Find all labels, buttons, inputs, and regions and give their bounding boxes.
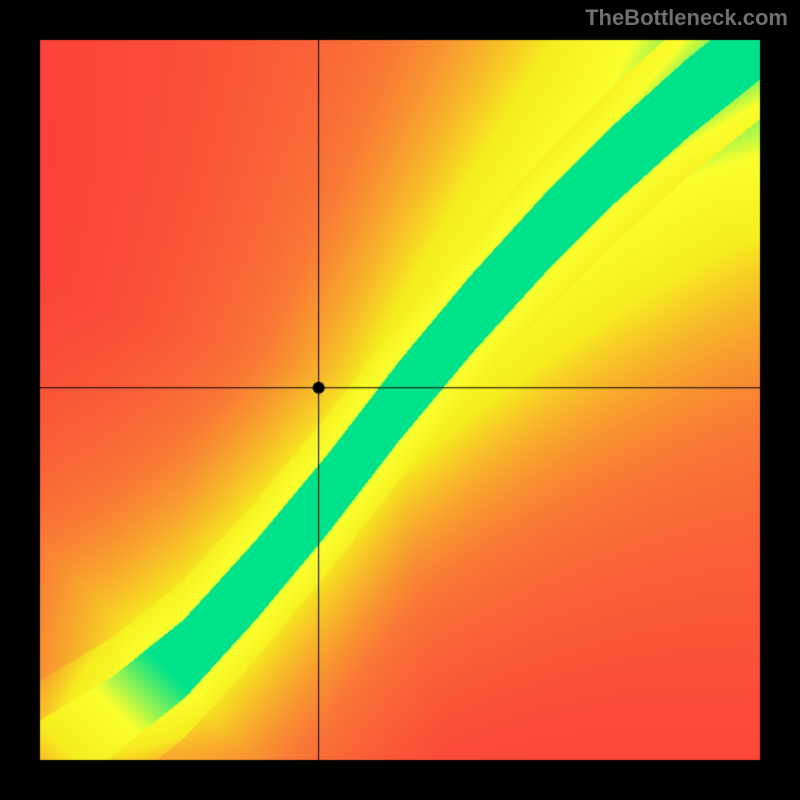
bottleneck-chart: TheBottleneck.com — [0, 0, 800, 800]
watermark-text: TheBottleneck.com — [585, 5, 788, 31]
heatmap-canvas — [0, 0, 800, 800]
